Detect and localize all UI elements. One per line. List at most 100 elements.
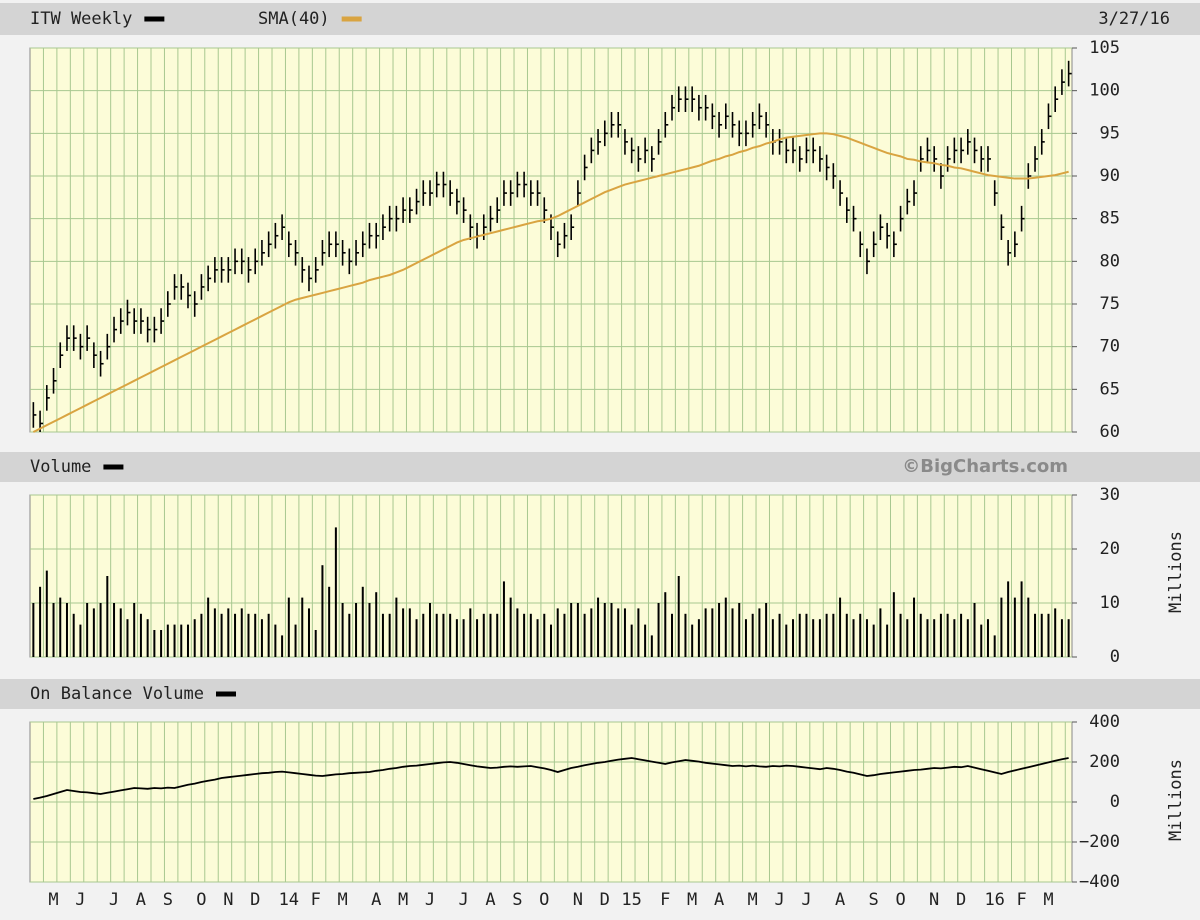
- y-tick-label: 60: [1100, 422, 1120, 442]
- volume-bar: [697, 619, 700, 657]
- volume-bar: [496, 613, 499, 657]
- x-tick-label: D: [600, 890, 610, 910]
- volume-bar: [348, 613, 351, 657]
- volume-bar: [523, 613, 526, 657]
- volume-bar: [1047, 613, 1050, 657]
- volume-bar: [45, 570, 48, 657]
- volume-bar: [805, 613, 808, 657]
- x-tick-label: J: [774, 890, 784, 910]
- volume-bar: [953, 619, 956, 657]
- volume-bar: [79, 624, 82, 657]
- volume-bar: [408, 608, 411, 657]
- volume-bar: [1060, 619, 1063, 657]
- volume-bar: [892, 592, 895, 657]
- volume-bar: [482, 613, 485, 657]
- date-label: 3/27/16: [1098, 9, 1170, 29]
- volume-bar: [792, 619, 795, 657]
- volume-bar: [993, 635, 996, 657]
- volume-bar: [368, 603, 371, 657]
- volume-bar: [765, 603, 768, 657]
- volume-bar: [355, 603, 358, 657]
- volume-bar: [428, 603, 431, 657]
- x-tick-label: S: [869, 890, 879, 910]
- legend-label: ITW Weekly: [30, 9, 132, 29]
- volume-bar: [724, 597, 727, 657]
- x-tick-label: 14: [279, 890, 299, 910]
- volume-bar: [684, 613, 687, 657]
- x-tick-label: M: [687, 890, 697, 910]
- x-tick-label: M: [398, 890, 408, 910]
- volume-bar: [980, 624, 983, 657]
- volume-bar: [72, 613, 75, 657]
- header-strip: [0, 3, 1200, 35]
- y-tick-label: −400: [1079, 872, 1120, 892]
- volume-bar: [704, 608, 707, 657]
- volume-bar: [637, 608, 640, 657]
- header-strip: [0, 679, 1200, 709]
- volume-bar: [146, 619, 149, 657]
- volume-bar: [32, 603, 35, 657]
- x-tick-label: J: [109, 890, 119, 910]
- volume-bar: [489, 613, 492, 657]
- volume-bar: [422, 613, 425, 657]
- y-tick-label: 75: [1100, 294, 1120, 314]
- volume-bar: [852, 619, 855, 657]
- volume-bar: [845, 613, 848, 657]
- volume-bar: [314, 630, 317, 657]
- volume-bar: [186, 624, 189, 657]
- volume-bar: [986, 619, 989, 657]
- volume-bar: [630, 624, 633, 657]
- volume-bar: [798, 613, 801, 657]
- volume-bar: [603, 603, 606, 657]
- volume-bar: [39, 586, 42, 657]
- y-tick-label: 80: [1100, 251, 1120, 271]
- volume-bar: [227, 608, 230, 657]
- volume-bar: [933, 619, 936, 657]
- volume-bar: [321, 565, 324, 657]
- x-tick-label: M: [48, 890, 58, 910]
- volume-bar: [509, 597, 512, 657]
- volume-bar: [455, 619, 458, 657]
- volume-bar: [307, 608, 310, 657]
- annotation: ©BigCharts.com: [902, 456, 1068, 477]
- volume-bar: [435, 613, 438, 657]
- x-tick-label: A: [485, 890, 495, 910]
- volume-bar: [180, 624, 183, 657]
- volume-bar: [926, 619, 929, 657]
- volume-bar: [939, 613, 942, 657]
- volume-bar: [623, 608, 626, 657]
- volume-bar: [650, 635, 653, 657]
- volume-bar: [771, 619, 774, 657]
- volume-bar: [220, 613, 223, 657]
- y-tick-label: 65: [1100, 379, 1120, 399]
- x-tick-label: O: [895, 890, 905, 910]
- volume-bar: [402, 608, 405, 657]
- volume-bar: [462, 619, 465, 657]
- volume-bar: [825, 613, 828, 657]
- volume-bar: [664, 592, 667, 657]
- x-tick-label: A: [714, 890, 724, 910]
- volume-bar: [590, 608, 593, 657]
- x-tick-label: F: [660, 890, 670, 910]
- legend-label: On Balance Volume: [30, 684, 204, 704]
- volume-bar: [381, 613, 384, 657]
- volume-bar: [166, 624, 169, 657]
- y-tick-label: 100: [1089, 81, 1120, 101]
- y-tick-label: 95: [1100, 123, 1120, 143]
- x-tick-label: F: [311, 890, 321, 910]
- volume-bar: [247, 613, 250, 657]
- volume-bar: [287, 597, 290, 657]
- volume-bar: [1013, 597, 1016, 657]
- volume-bar: [1067, 619, 1070, 657]
- y-tick-label: 70: [1100, 337, 1120, 357]
- volume-bar: [92, 608, 95, 657]
- volume-bar: [946, 613, 949, 657]
- x-tick-label: S: [512, 890, 522, 910]
- x-tick-label: A: [136, 890, 146, 910]
- x-tick-label: M: [1043, 890, 1053, 910]
- x-tick-label: O: [196, 890, 206, 910]
- volume-bar: [1027, 597, 1030, 657]
- x-tick-label: A: [371, 890, 381, 910]
- volume-bar: [644, 624, 647, 657]
- volume-bar: [328, 586, 331, 657]
